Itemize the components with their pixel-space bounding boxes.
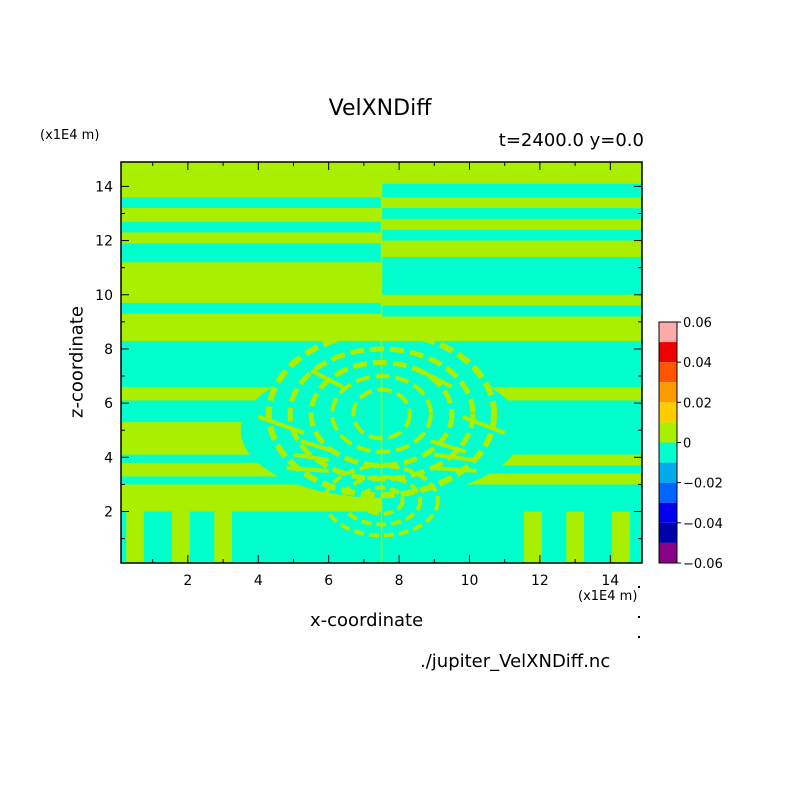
y-tick-label: 12 [95,234,113,250]
y-scale-label: (x1E4 m) [40,128,100,143]
field-band-left [121,186,382,198]
field-band-right [381,316,642,341]
field-band-left [121,313,382,341]
colorbar-swatch [659,522,677,543]
field-streak [434,466,477,473]
field-streak [419,368,453,389]
field-streak [293,452,330,463]
field-band-left [121,454,382,463]
plot-frame [120,161,643,564]
field-plume [172,511,190,563]
heatmap-field [121,162,642,563]
field-plume [566,511,584,563]
y-tick-label: 6 [104,396,113,412]
x-tick-label: 12 [531,573,549,589]
field-band-right [381,465,642,474]
x-tick-label: 6 [324,573,333,589]
colorbar-tick-label: 0 [683,437,691,452]
field-band-left [121,221,382,233]
field-band-left [121,511,382,563]
colorbar-swatch [659,422,677,443]
colorbar-tick-label: 0.02 [683,396,712,411]
field-band-right [381,208,642,219]
colorbar-tick-label: −0.04 [683,517,723,532]
x-tick-label: 8 [395,573,404,589]
colorbar-tick-label: 0.06 [683,316,712,331]
field-band-right [381,240,642,257]
field-plume [612,511,630,563]
field-band-left [121,262,382,303]
mark-dot [638,636,640,638]
field-streak [310,368,344,389]
x-tick-label: 10 [461,573,479,589]
axis-ticks: 2 4 6 8 10 12 14 2 4 6 8 10 12 14 [95,162,642,589]
chart-title: VelXNDiff [328,96,432,121]
colorbar-tick-label: −0.06 [683,557,723,572]
field-streak [430,439,467,454]
source-filename: ./jupiter_VelXNDiff.nc [420,651,611,672]
field-band-left [121,208,382,222]
field-band-right [381,256,642,295]
field-band-right [381,305,642,317]
x-scale-label: (x1E4 m) [578,589,638,604]
colorbar-tick-label: −0.02 [683,477,723,492]
field-band-left [121,476,382,485]
field-band-right [381,294,642,306]
field-streak [286,466,329,473]
field-band-right [381,484,642,563]
corner-marks [638,586,640,638]
field-band-right [381,229,642,241]
field-plume [524,511,542,563]
y-tick-label: 8 [104,342,113,358]
field-band-right [381,183,642,198]
field-band-right [381,218,642,230]
field-band-right [381,197,642,209]
y-tick-label: 10 [95,288,113,304]
colorbar-swatch [659,402,677,423]
y-tick-label: 2 [104,505,113,521]
colorbar-swatch [659,382,677,403]
chart-subtitle: t=2400.0 y=0.0 [498,130,644,151]
y-tick-label: 4 [104,450,113,466]
x-tick-label: 14 [601,573,619,589]
x-tick-label: 4 [254,573,263,589]
colorbar-swatch [659,462,677,483]
colorbar-swatch [659,502,677,523]
colorbar-swatch [659,482,677,503]
field-streak [461,414,506,435]
field-plume [214,511,232,563]
field-plume [126,511,144,563]
field-streak [434,452,474,463]
colorbar-swatch [659,342,677,363]
colorbar-swatch [659,442,677,463]
colorbar-swatch [659,362,677,383]
field-band-right [381,162,642,184]
field-band-left [121,197,382,209]
field-band-right [381,473,642,485]
field-band-left [121,243,382,263]
field-band-right [381,454,642,466]
x-axis-label: x-coordinate [310,610,424,631]
mark-dot [638,586,640,588]
field-streak [299,439,337,454]
y-tick-label: 14 [95,179,113,195]
colorbar-tick-label: 0.04 [683,356,712,371]
field-band-left [121,232,382,244]
mark-dot [638,616,640,618]
colorbar: 0.06 0.04 0.02 0 −0.02 −0.04 −0.06 [658,316,723,572]
colorbar-swatch [659,542,677,563]
colorbar-swatch [659,322,677,343]
field-band-left [121,162,382,187]
field-band-left [121,302,382,314]
x-tick-label: 2 [183,573,192,589]
field-streak [257,414,305,435]
